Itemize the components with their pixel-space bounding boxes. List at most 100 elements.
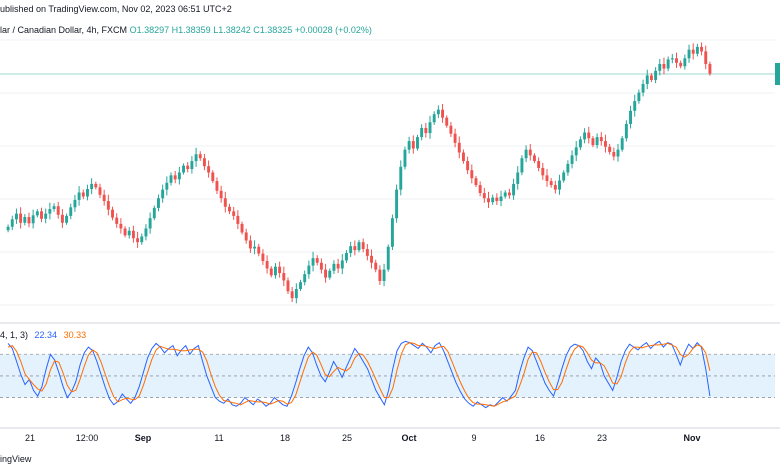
candle-body: [23, 217, 27, 223]
candle-body: [265, 261, 269, 269]
candle-body: [583, 132, 587, 140]
candle-body: [299, 282, 302, 290]
candle-body: [236, 215, 240, 224]
ohlc-change: +0.00028 (+0.02%): [294, 25, 372, 35]
candle-body: [566, 163, 570, 173]
candle-body: [215, 181, 219, 191]
candle-body: [361, 242, 365, 250]
candle-body: [683, 58, 687, 67]
logo-text: ingView: [0, 454, 32, 464]
candle-body: [478, 185, 482, 194]
candle-body: [441, 109, 445, 118]
candle-body: [261, 253, 265, 262]
candle-body: [60, 214, 64, 223]
candle-body: [115, 217, 119, 224]
candle-body: [466, 161, 470, 171]
candle-body: [370, 255, 373, 263]
candle-body: [131, 230, 135, 239]
candle-body: [148, 218, 152, 229]
candle-body: [194, 154, 198, 162]
candle-body: [637, 92, 641, 102]
candle-body: [629, 110, 633, 124]
candle-body: [257, 246, 261, 254]
candle-body: [73, 199, 77, 208]
candle-body: [315, 258, 319, 263]
grid-lines: [0, 39, 780, 429]
candle-body: [240, 223, 244, 233]
candle-body: [177, 172, 181, 180]
candle-body: [324, 269, 328, 278]
candle-body: [695, 46, 699, 54]
candle-body: [40, 211, 43, 219]
stochastic-params: 4, 1, 3): [0, 330, 29, 340]
x-axis: 21 12:00 Sep 11 18 25 Oct 9 16 23 Nov: [25, 433, 701, 443]
candle-body: [102, 194, 106, 202]
candle-body: [449, 125, 453, 134]
candle-body: [244, 232, 248, 241]
stochastic-k-value: 22.34: [34, 330, 58, 340]
candle-body: [378, 269, 382, 282]
candle-body: [14, 213, 18, 220]
candle-body: [604, 141, 607, 147]
candle-body: [190, 161, 194, 170]
candle-body: [48, 209, 52, 214]
candle-body: [77, 192, 81, 200]
candle-body: [620, 138, 624, 150]
candle-body: [232, 211, 236, 216]
x-tick-label: 23: [597, 433, 607, 443]
stochastic-legend[interactable]: 4, 1, 3) 22.34 30.33: [0, 330, 86, 340]
candle-body: [106, 201, 110, 210]
candle-body: [436, 109, 440, 115]
candle-body: [704, 51, 708, 64]
ohlc-open: O1.38297: [129, 25, 170, 35]
candle-body: [340, 260, 344, 269]
x-tick-label: Oct: [401, 433, 416, 443]
candle-body: [416, 137, 419, 149]
candle-body: [470, 170, 474, 179]
x-tick-label: 21: [25, 433, 35, 443]
candle-body: [65, 215, 69, 223]
candle-body: [10, 219, 14, 227]
candle-body: [90, 183, 94, 190]
candle-body: [353, 246, 357, 251]
candle-body: [207, 166, 211, 173]
candle-body: [558, 180, 561, 190]
x-tick-label: 18: [280, 433, 290, 443]
candle-body: [198, 154, 202, 159]
candle-body: [161, 189, 165, 199]
candle-body: [654, 70, 658, 80]
candle-body: [140, 236, 144, 243]
candle-body: [144, 228, 148, 237]
candle-body: [662, 63, 666, 69]
candle-body: [549, 181, 553, 186]
candle-body: [286, 280, 290, 292]
x-tick-label: 9: [471, 433, 476, 443]
candle-body: [445, 117, 449, 126]
candle-body: [69, 207, 73, 216]
candle-body: [591, 138, 595, 146]
candle-body: [152, 207, 156, 219]
candle-body: [537, 161, 541, 168]
candle-body: [27, 217, 31, 224]
stochastic-series: [7, 340, 711, 409]
symbol-legend[interactable]: lar / Canadian Dollar, 4h, FXCM O1.38297…: [0, 25, 372, 35]
candle-body: [127, 230, 131, 236]
candle-body: [520, 158, 524, 173]
candle-body: [528, 149, 532, 156]
candle-body: [432, 114, 436, 123]
candle-body: [570, 155, 574, 164]
candle-body: [599, 137, 603, 142]
candle-body: [482, 193, 486, 199]
ohlc-low: L1.38242: [213, 25, 251, 35]
candle-body: [56, 206, 60, 215]
candle-body: [336, 263, 340, 269]
candle-body: [461, 152, 465, 162]
candle-body: [670, 58, 674, 60]
x-tick-label: 11: [214, 433, 223, 443]
tradingview-logo[interactable]: ingView: [0, 454, 31, 464]
candle-body: [474, 178, 478, 186]
candle-body: [457, 142, 461, 153]
candle-body: [491, 197, 495, 203]
candle-body: [495, 197, 499, 202]
